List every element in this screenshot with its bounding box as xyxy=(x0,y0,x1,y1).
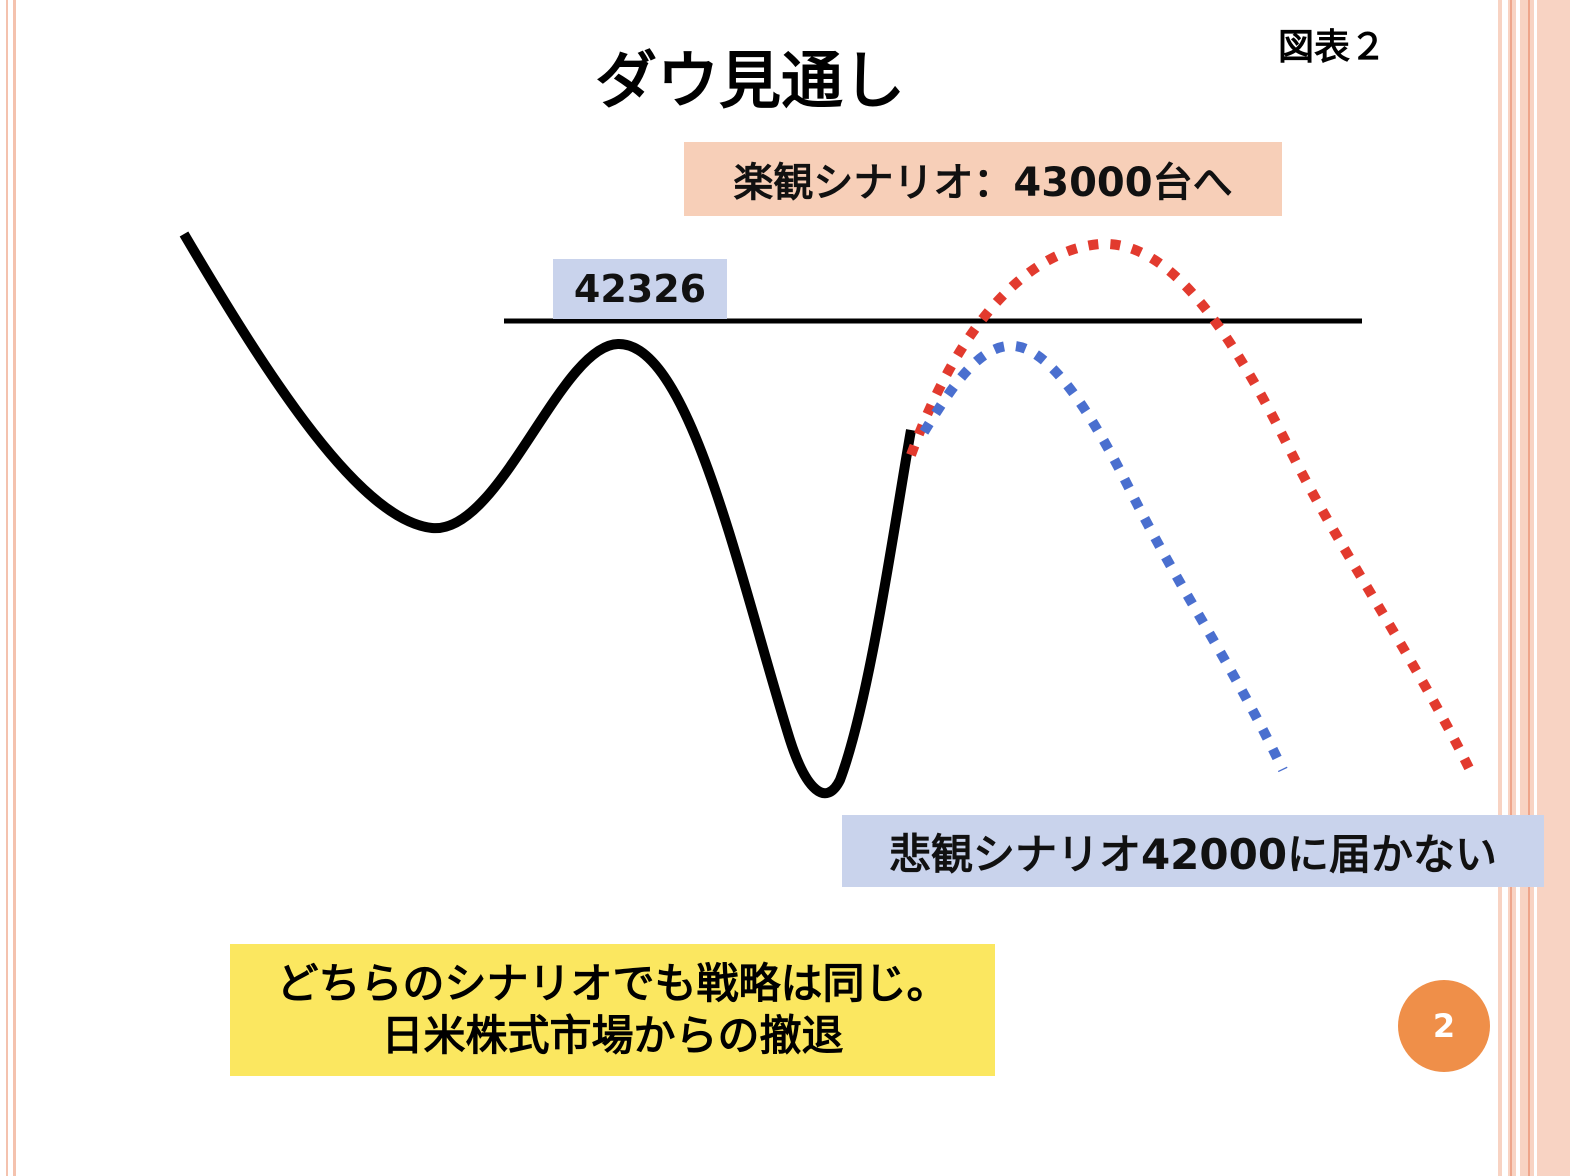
figure-label: 図表２ xyxy=(1278,27,1387,68)
optimistic-scenario-label: 楽観シナリオ：43000台へ xyxy=(684,142,1282,216)
conclusion-line-1: どちらのシナリオでも戦略は同じ。 xyxy=(276,958,949,1008)
conclusion-line-2: 日米株式市場からの撤退 xyxy=(381,1011,844,1060)
slide-title: ダウ見通し xyxy=(594,44,905,117)
pessimistic-scenario-label: 悲観シナリオ42000に届かない xyxy=(842,815,1544,887)
left-border xyxy=(0,0,24,1176)
page-number-badge: 2 xyxy=(1398,980,1490,1072)
resistance-level-label: 42326 xyxy=(553,259,727,319)
conclusion-note: どちらのシナリオでも戦略は同じ。 日米株式市場からの撤退 xyxy=(230,944,995,1076)
actual-price-path xyxy=(179,231,916,798)
right-border xyxy=(1498,0,1570,1176)
pessimistic-scenario-path xyxy=(919,340,1288,773)
optimistic-scenario-path xyxy=(906,238,1475,773)
